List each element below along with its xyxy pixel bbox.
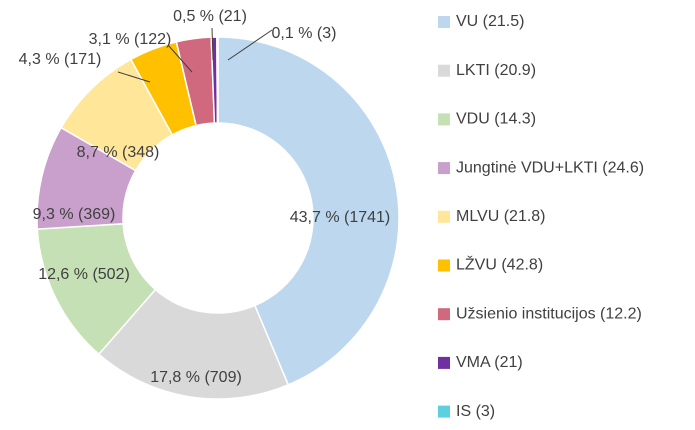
donut-slice	[217, 36, 400, 386]
leader-line	[227, 29, 273, 61]
leader-line	[167, 44, 193, 73]
leader-line	[117, 71, 151, 83]
data-label: 9,3 % (369)	[33, 206, 116, 223]
legend-swatch	[438, 210, 450, 223]
legend-swatch	[438, 162, 450, 175]
legend-swatch	[438, 113, 450, 126]
data-label: 0,5 % (21)	[173, 8, 247, 25]
donut-slice	[216, 36, 219, 124]
data-label: 8,7 % (348)	[77, 144, 160, 161]
legend-label: IS (3)	[456, 403, 495, 420]
legend-swatch	[438, 259, 450, 272]
data-label: 17,8 % (709)	[150, 369, 242, 386]
legend-swatch	[438, 64, 450, 77]
data-label: 4,3 % (171)	[19, 51, 102, 68]
legend-label: VDU (14.3)	[456, 111, 536, 128]
legend-label: Užsienio institucijos (12.2)	[456, 305, 642, 322]
legend-label: LŽVU (42.8)	[456, 255, 543, 274]
legend-swatch	[438, 16, 450, 28]
legend-label: Jungtinė VDU+LKTI (24.6)	[456, 159, 644, 176]
legend-label: VU (21.5)	[456, 13, 524, 30]
legend-label: VMA (21)	[456, 354, 523, 371]
data-label: 43,7 % (1741)	[290, 209, 391, 226]
data-label: 3,1 % (122)	[89, 31, 172, 48]
legend-swatch	[438, 405, 450, 418]
leader-line	[211, 27, 214, 61]
legend-label: LKTI (20.9)	[456, 62, 536, 79]
legend-swatch	[438, 308, 450, 321]
data-label: 0,1 % (3)	[272, 25, 337, 42]
legend-label: MLVU (21.8)	[456, 208, 546, 225]
donut-slice	[97, 288, 290, 400]
legend-swatch	[438, 356, 450, 369]
data-label: 12,6 % (502)	[38, 266, 130, 283]
